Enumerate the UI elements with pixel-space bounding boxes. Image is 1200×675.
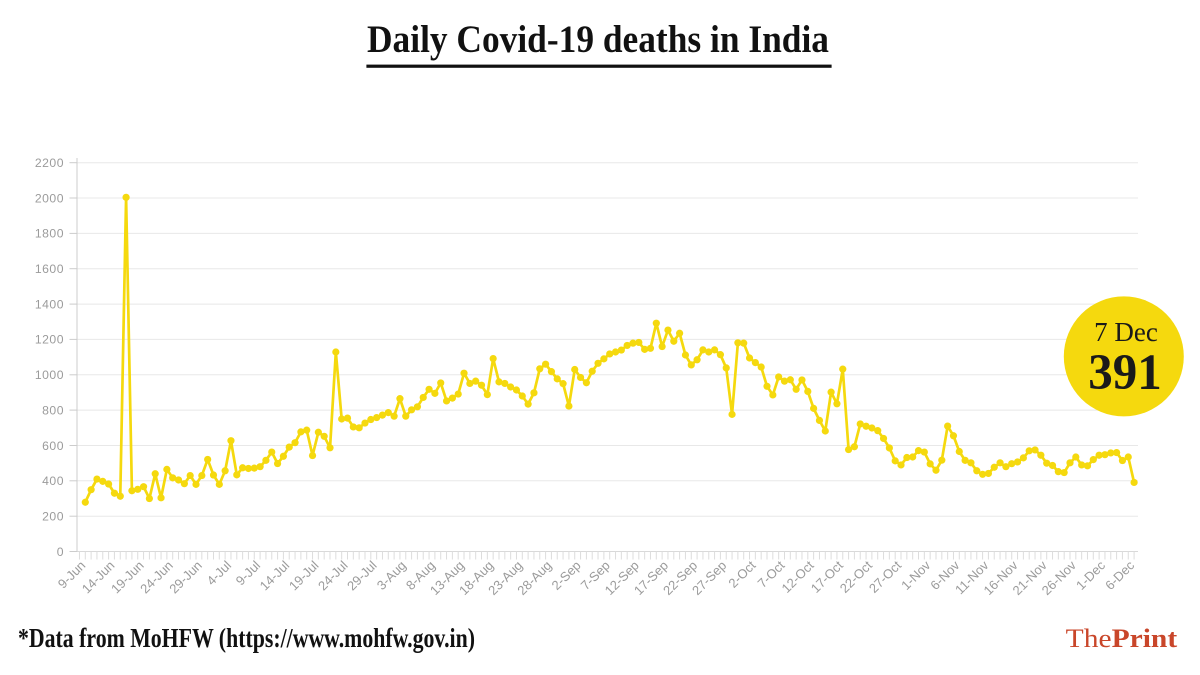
svg-text:800: 800 bbox=[42, 403, 64, 417]
svg-text:*Data from MoHFW (https://www.: *Data from MoHFW (https://www.mohfw.gov.… bbox=[18, 623, 475, 653]
svg-text:600: 600 bbox=[42, 439, 64, 453]
svg-text:1600: 1600 bbox=[35, 262, 64, 276]
svg-text:1800: 1800 bbox=[35, 227, 64, 241]
svg-text:1000: 1000 bbox=[35, 368, 64, 382]
svg-text:7 Dec: 7 Dec bbox=[1094, 317, 1158, 347]
svg-text:0: 0 bbox=[57, 545, 64, 559]
svg-text:200: 200 bbox=[42, 510, 64, 524]
svg-text:1400: 1400 bbox=[35, 297, 64, 311]
svg-text:2000: 2000 bbox=[35, 191, 64, 205]
svg-text:Daily Covid-19 deaths in India: Daily Covid-19 deaths in India bbox=[367, 18, 829, 61]
svg-text:1200: 1200 bbox=[35, 333, 64, 347]
svg-text:2200: 2200 bbox=[35, 156, 64, 170]
svg-text:400: 400 bbox=[42, 474, 64, 488]
svg-text:391: 391 bbox=[1088, 344, 1162, 400]
